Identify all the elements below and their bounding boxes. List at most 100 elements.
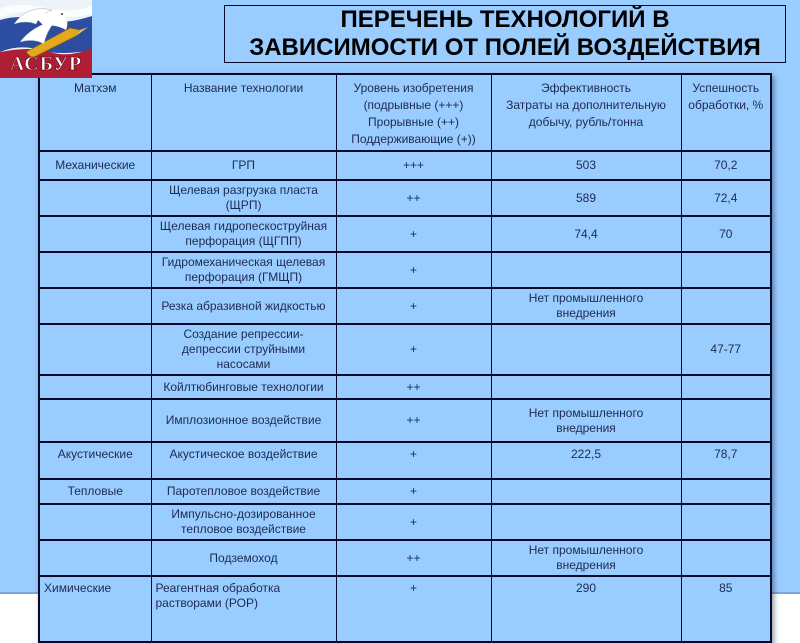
technologies-table: Матхэм Название технологии Уровень изобрет…	[38, 73, 772, 643]
invention-level-cell: ++	[335, 179, 492, 217]
asbur-logo-graphic: АСБУР	[0, 0, 92, 78]
effectiveness-cell-text: 222,5	[570, 447, 602, 461]
invention-level-cell-text: +	[409, 262, 417, 277]
invention-level-cell-text: ++	[406, 379, 421, 394]
technology-name-cell-text: Акустическое воздействие	[169, 447, 318, 461]
table-row: Имплозионное воздействие ++ Нет промышленн…	[38, 398, 772, 443]
invention-level-cell-text: +	[409, 484, 417, 498]
invention-level-cell-text: +++	[402, 158, 425, 172]
success-cell: 72,4	[680, 179, 772, 217]
effectiveness-cell-text: Нет промышленного внедрения	[528, 291, 644, 320]
category-cell: Тепловые	[38, 478, 152, 505]
category-cell-text: Механические	[55, 158, 136, 172]
invention-level-cell-text: ++	[406, 550, 421, 565]
technology-name-cell-text: Подземоход	[209, 550, 278, 565]
invention-level-cell: +	[335, 478, 492, 505]
success-cell-text: 70,2	[714, 158, 738, 172]
table-row: Механические ГРП +++ 503 70,2	[38, 150, 772, 181]
table-row: Койлтюбинговые технологии ++	[38, 374, 772, 400]
effectiveness-cell: 290	[490, 575, 682, 643]
invention-level-cell: +++	[335, 150, 492, 181]
invention-level-cell: +	[335, 575, 492, 643]
header-line: Матхэм	[74, 81, 117, 95]
success-cell: 47-77	[680, 323, 772, 376]
table-row: Создание репрессии-депрессии струйными н…	[38, 323, 772, 376]
effectiveness-cell	[490, 478, 682, 505]
logo-text: АСБУР	[10, 53, 82, 75]
effectiveness-cell-text: Нет промышленного внедрения	[528, 405, 644, 435]
technology-name-cell: Реагентная обработка растворами (РОР)	[150, 575, 337, 643]
invention-level-cell: ++	[335, 539, 492, 577]
invention-level-cell: +	[335, 503, 492, 541]
technology-name-cell-text: Щелевая гидропескоструйная перфорация (Щ…	[159, 219, 328, 248]
table-header-row: Матхэм Название технологии Уровень изобрет…	[38, 73, 772, 152]
bird-icon	[13, 8, 68, 45]
effectiveness-cell	[490, 323, 682, 376]
technology-name-cell: Койлтюбинговые технологии	[150, 374, 337, 400]
success-cell	[680, 478, 772, 505]
effectiveness-cell	[490, 251, 682, 289]
invention-level-cell: ++	[335, 398, 492, 443]
invention-level-cell: +	[335, 441, 492, 480]
success-cell: 85	[680, 575, 772, 643]
success-cell-text: 47-77	[710, 342, 742, 356]
title-line-1: ПЕРЕЧЕНЬ ТЕХНОЛОГИЙ В	[340, 6, 670, 33]
category-cell	[38, 398, 152, 443]
column-header-1: Матхэм	[38, 73, 152, 152]
invention-level-cell: +	[335, 287, 492, 325]
header-line: Успешность	[692, 81, 760, 95]
header-line: (подрывные (+++)	[363, 98, 464, 112]
header-line: Уровень изобретения	[353, 81, 474, 95]
success-cell: 70	[680, 215, 772, 253]
category-cell	[38, 503, 152, 541]
technology-name-cell-text: Создание репрессии-депрессии струйными н…	[181, 327, 306, 371]
effectiveness-cell: 503	[490, 150, 682, 181]
effectiveness-cell: Нет промышленного внедрения	[490, 398, 682, 443]
table-row: Акустические Акустическое воздействие +222…	[38, 441, 772, 480]
technology-name-cell-text: Щелевая разгрузка пласта (ЩРП)	[169, 183, 318, 212]
success-cell	[680, 287, 772, 325]
column-header-5: Успешность обработки, %	[680, 73, 772, 152]
invention-level-cell: +	[335, 251, 492, 289]
technology-name-cell: Гидромеханическая щелевая перфорация (ГМ…	[150, 251, 337, 289]
asbur-logo: АСБУР	[0, 0, 92, 78]
technology-name-cell-text: ГРП	[231, 158, 256, 172]
invention-level-cell: ++	[335, 374, 492, 400]
table-row: Щелевая гидропескоструйная перфорация (Щ…	[38, 215, 772, 253]
technology-name-cell: Акустическое воздействие	[150, 441, 337, 480]
table-row: Тепловые Паротепловое воздействие +	[38, 478, 772, 505]
invention-level-cell-text: +	[409, 581, 417, 595]
invention-level-cell: +	[335, 215, 492, 253]
invention-level-cell-text: +	[409, 447, 417, 461]
technology-name-cell: Паротепловое воздействие	[150, 478, 337, 505]
success-cell: 78,7	[680, 441, 772, 480]
effectiveness-cell-text: 503	[575, 158, 597, 172]
effectiveness-cell	[490, 374, 682, 400]
category-cell	[38, 539, 152, 577]
technology-name-cell-text: Койлтюбинговые технологии	[163, 379, 324, 394]
success-cell	[680, 539, 772, 577]
technology-name-cell-text: Резка абразивной жидкостью	[161, 298, 326, 313]
invention-level-cell-text: ++	[406, 413, 421, 427]
header-line: Прорывные (++)	[368, 115, 459, 129]
column-header-2: Название технологии	[150, 73, 337, 152]
category-cell: Химические	[38, 575, 152, 643]
invention-level-cell-text: +	[409, 514, 417, 529]
table-row: Импульсно-дозированное тепловое воздейст…	[38, 503, 772, 541]
technology-name-cell: Импульсно-дозированное тепловое воздейст…	[150, 503, 337, 541]
header-line: обработки, %	[688, 98, 764, 112]
effectiveness-cell: Нет промышленного внедрения	[490, 287, 682, 325]
success-cell	[680, 503, 772, 541]
table-row: Резка абразивной жидкостью + Нет промышлен…	[38, 287, 772, 325]
category-cell	[38, 287, 152, 325]
category-cell	[38, 374, 152, 400]
table-row: Химические Реагентная обработка растворам…	[38, 575, 772, 643]
success-cell	[680, 398, 772, 443]
table-row: Щелевая разгрузка пласта (ЩРП) ++ 589 72,4	[38, 179, 772, 217]
title-line-2: ЗАВИСИМОСТИ ОТ ПОЛЕЙ ВОЗДЕЙСТВИЯ	[249, 34, 761, 61]
category-cell	[38, 215, 152, 253]
category-cell	[38, 251, 152, 289]
table-row: Гидромеханическая щелевая перфорация (ГМ…	[38, 251, 772, 289]
effectiveness-cell-text: Нет промышленного внедрения	[528, 543, 644, 572]
effectiveness-cell	[490, 503, 682, 541]
